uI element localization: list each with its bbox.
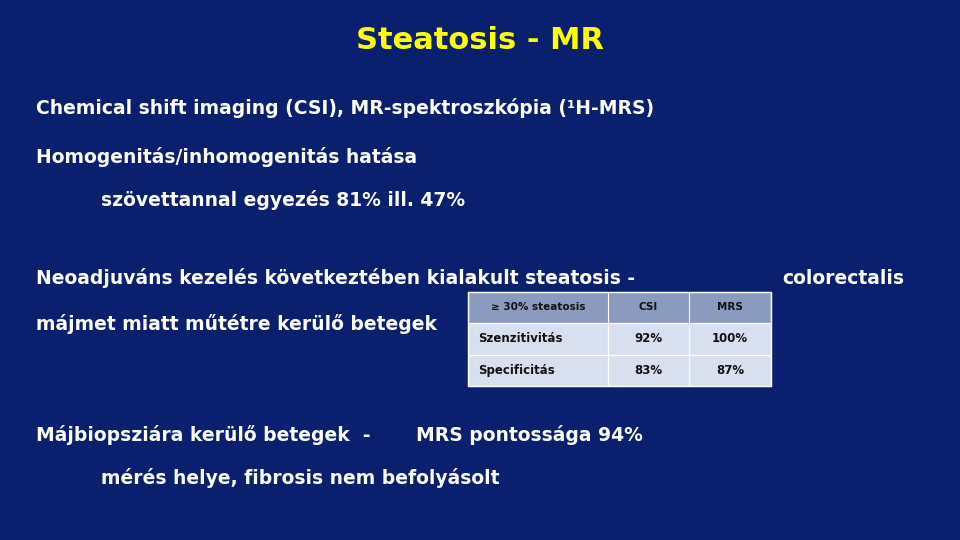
Text: CSI: CSI — [638, 302, 658, 312]
FancyBboxPatch shape — [468, 323, 771, 355]
Text: Steatosis - MR: Steatosis - MR — [356, 26, 604, 55]
Text: 92%: 92% — [635, 332, 662, 346]
Text: colorectalis: colorectalis — [782, 268, 904, 288]
Text: Specificitás: Specificitás — [478, 364, 555, 377]
Text: ≥ 30% steatosis: ≥ 30% steatosis — [491, 302, 586, 312]
Text: 83%: 83% — [635, 364, 662, 377]
FancyBboxPatch shape — [468, 355, 771, 386]
Text: MRS: MRS — [717, 302, 743, 312]
Text: szövettannal egyezés 81% ill. 47%: szövettannal egyezés 81% ill. 47% — [101, 190, 465, 210]
Text: mérés helye, fibrosis nem befolyásolt: mérés helye, fibrosis nem befolyásolt — [101, 468, 499, 488]
Text: Neoadjuváns kezelés következtében kialakult steatosis -: Neoadjuváns kezelés következtében kialak… — [36, 268, 636, 288]
Text: Májbiopsziára kerülő betegek  -       MRS pontossága 94%: Májbiopsziára kerülő betegek - MRS ponto… — [36, 424, 643, 445]
Text: 100%: 100% — [712, 332, 748, 346]
Text: Szenzitivitás: Szenzitivitás — [478, 332, 563, 346]
Text: májmet miatt műtétre kerülő betegek: májmet miatt műtétre kerülő betegek — [36, 314, 438, 334]
FancyBboxPatch shape — [468, 292, 771, 323]
Text: Homogenitás/inhomogenitás hatása: Homogenitás/inhomogenitás hatása — [36, 146, 418, 167]
Text: 87%: 87% — [716, 364, 744, 377]
Text: Chemical shift imaging (CSI), MR-spektroszkópia (¹H-MRS): Chemical shift imaging (CSI), MR-spektro… — [36, 98, 655, 118]
